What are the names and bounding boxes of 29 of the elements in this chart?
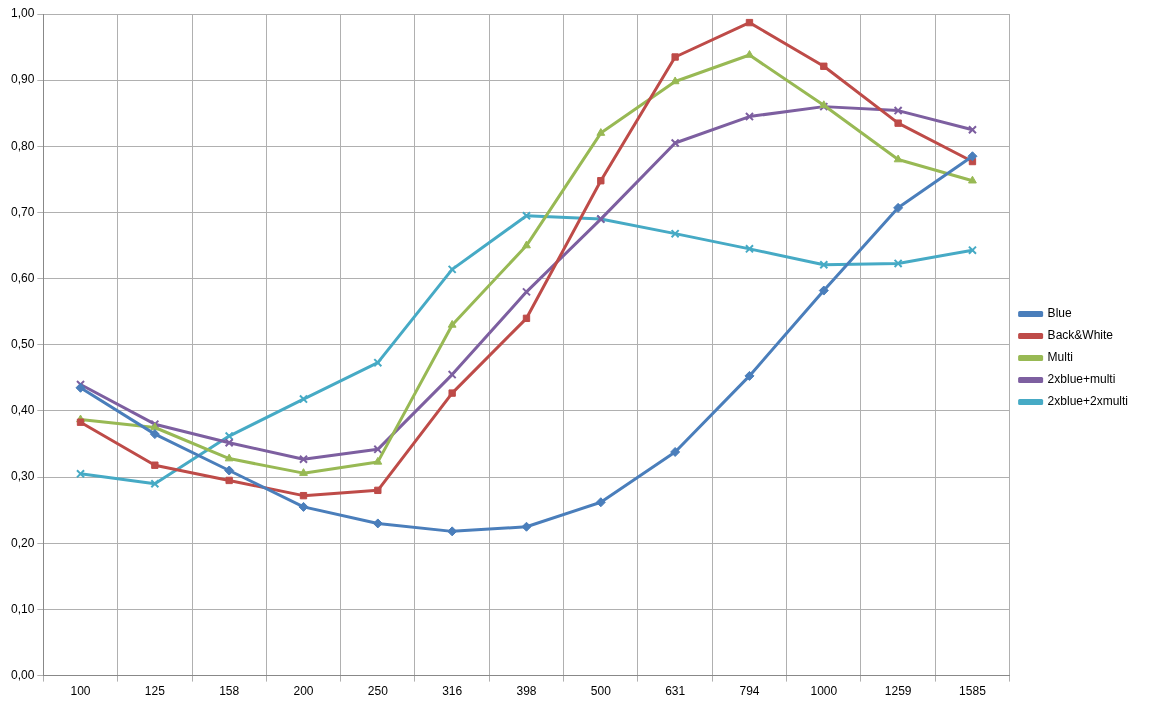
x-tick-label: 794	[739, 684, 760, 699]
legend-label: Blue	[1047, 306, 1072, 321]
legend-label: Multi	[1047, 350, 1073, 365]
y-tick-label: 0,50	[11, 337, 35, 352]
x-tick-label: 158	[219, 684, 240, 699]
y-tick-label: 0,10	[11, 601, 35, 616]
y-tick-label: 0,70	[11, 204, 35, 219]
x-tick-label: 1259	[884, 684, 912, 699]
y-tick-label: 0,20	[11, 535, 35, 550]
y-tick-label: 0,40	[11, 403, 35, 418]
y-tick-label: 1,00	[11, 6, 35, 21]
y-tick-label: 0,30	[11, 469, 35, 484]
x-tick-label: 1585	[959, 684, 987, 699]
x-tick-label: 1000	[810, 684, 838, 699]
x-tick-label: 316	[442, 684, 463, 699]
legend-label: 2xblue+2xmulti	[1047, 394, 1129, 409]
y-tick-label: 0,80	[11, 138, 35, 153]
x-tick-label: 125	[144, 684, 166, 699]
x-tick-label: 631	[665, 684, 686, 699]
x-tick-label: 398	[516, 684, 537, 699]
x-tick-label: 200	[293, 684, 314, 699]
x-tick-label: 250	[367, 684, 389, 699]
legend-label: Back&White	[1047, 328, 1114, 343]
x-tick-label: 100	[70, 684, 91, 699]
x-tick-label: 500	[590, 684, 612, 699]
legend-label: 2xblue+multi	[1047, 372, 1116, 387]
y-tick-label: 0,00	[11, 667, 35, 682]
y-tick-label: 0,90	[11, 72, 35, 87]
y-tick-label: 0,60	[11, 270, 35, 285]
